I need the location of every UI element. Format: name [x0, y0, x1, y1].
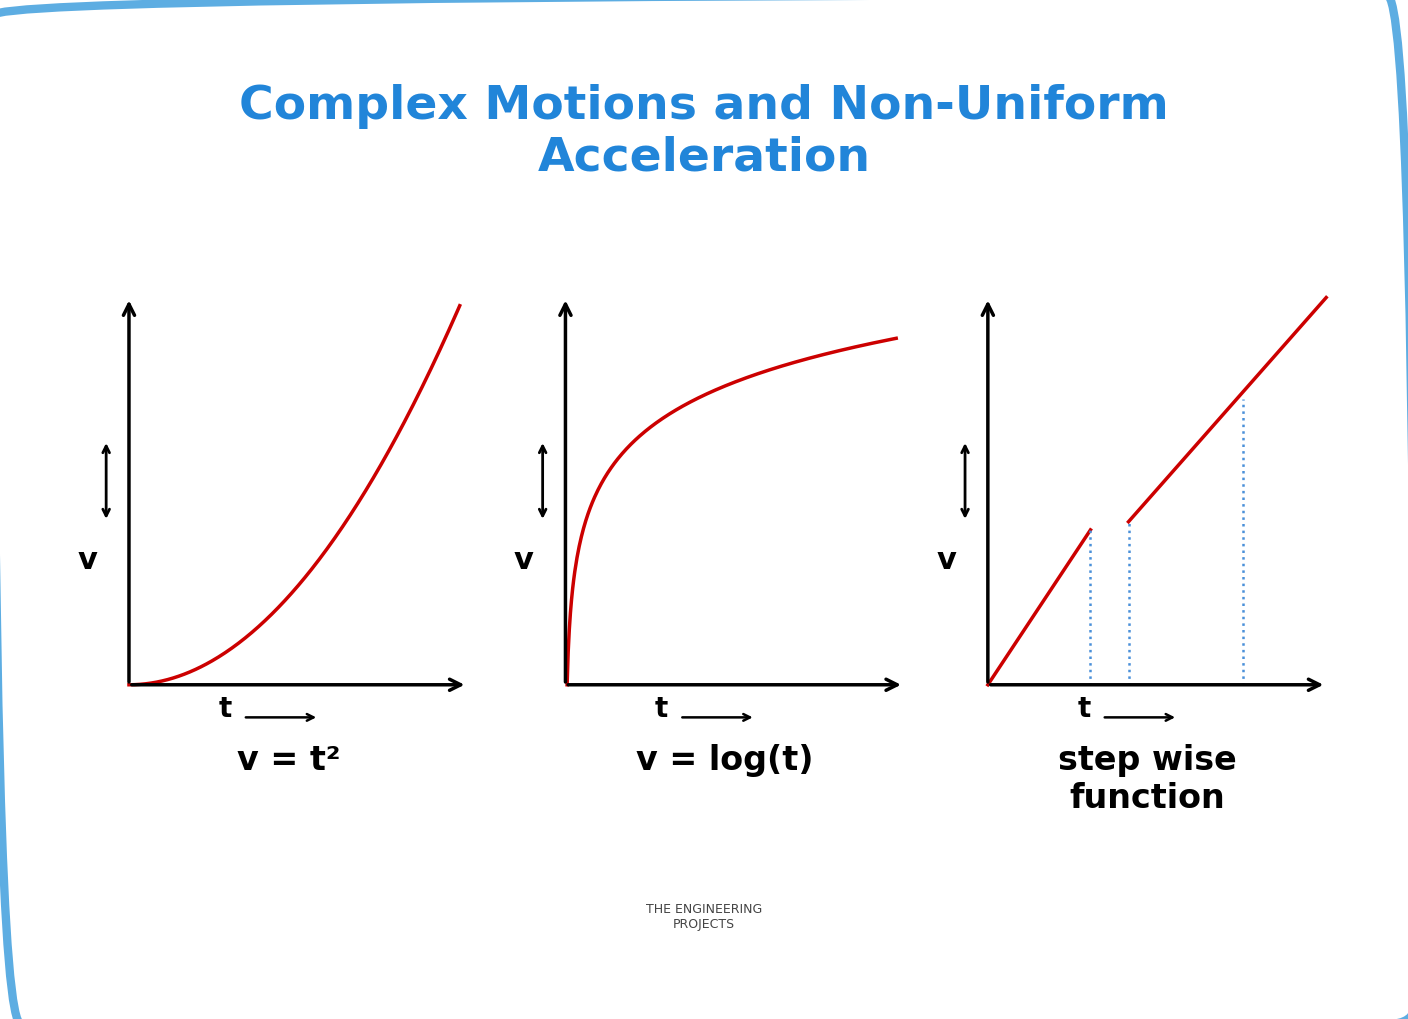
- Text: v: v: [936, 546, 956, 575]
- Text: Acceleration: Acceleration: [538, 136, 870, 180]
- Text: t: t: [218, 695, 231, 723]
- Text: v = log(t): v = log(t): [636, 744, 814, 776]
- Text: t: t: [1077, 695, 1091, 723]
- Text: THE ENGINEERING
PROJECTS: THE ENGINEERING PROJECTS: [646, 903, 762, 931]
- Text: v: v: [77, 546, 97, 575]
- Text: t: t: [655, 695, 669, 723]
- Text: v = t²: v = t²: [237, 744, 341, 776]
- Text: step wise
function: step wise function: [1059, 744, 1236, 815]
- Text: v: v: [514, 546, 534, 575]
- Text: Complex Motions and Non-Uniform: Complex Motions and Non-Uniform: [239, 85, 1169, 129]
